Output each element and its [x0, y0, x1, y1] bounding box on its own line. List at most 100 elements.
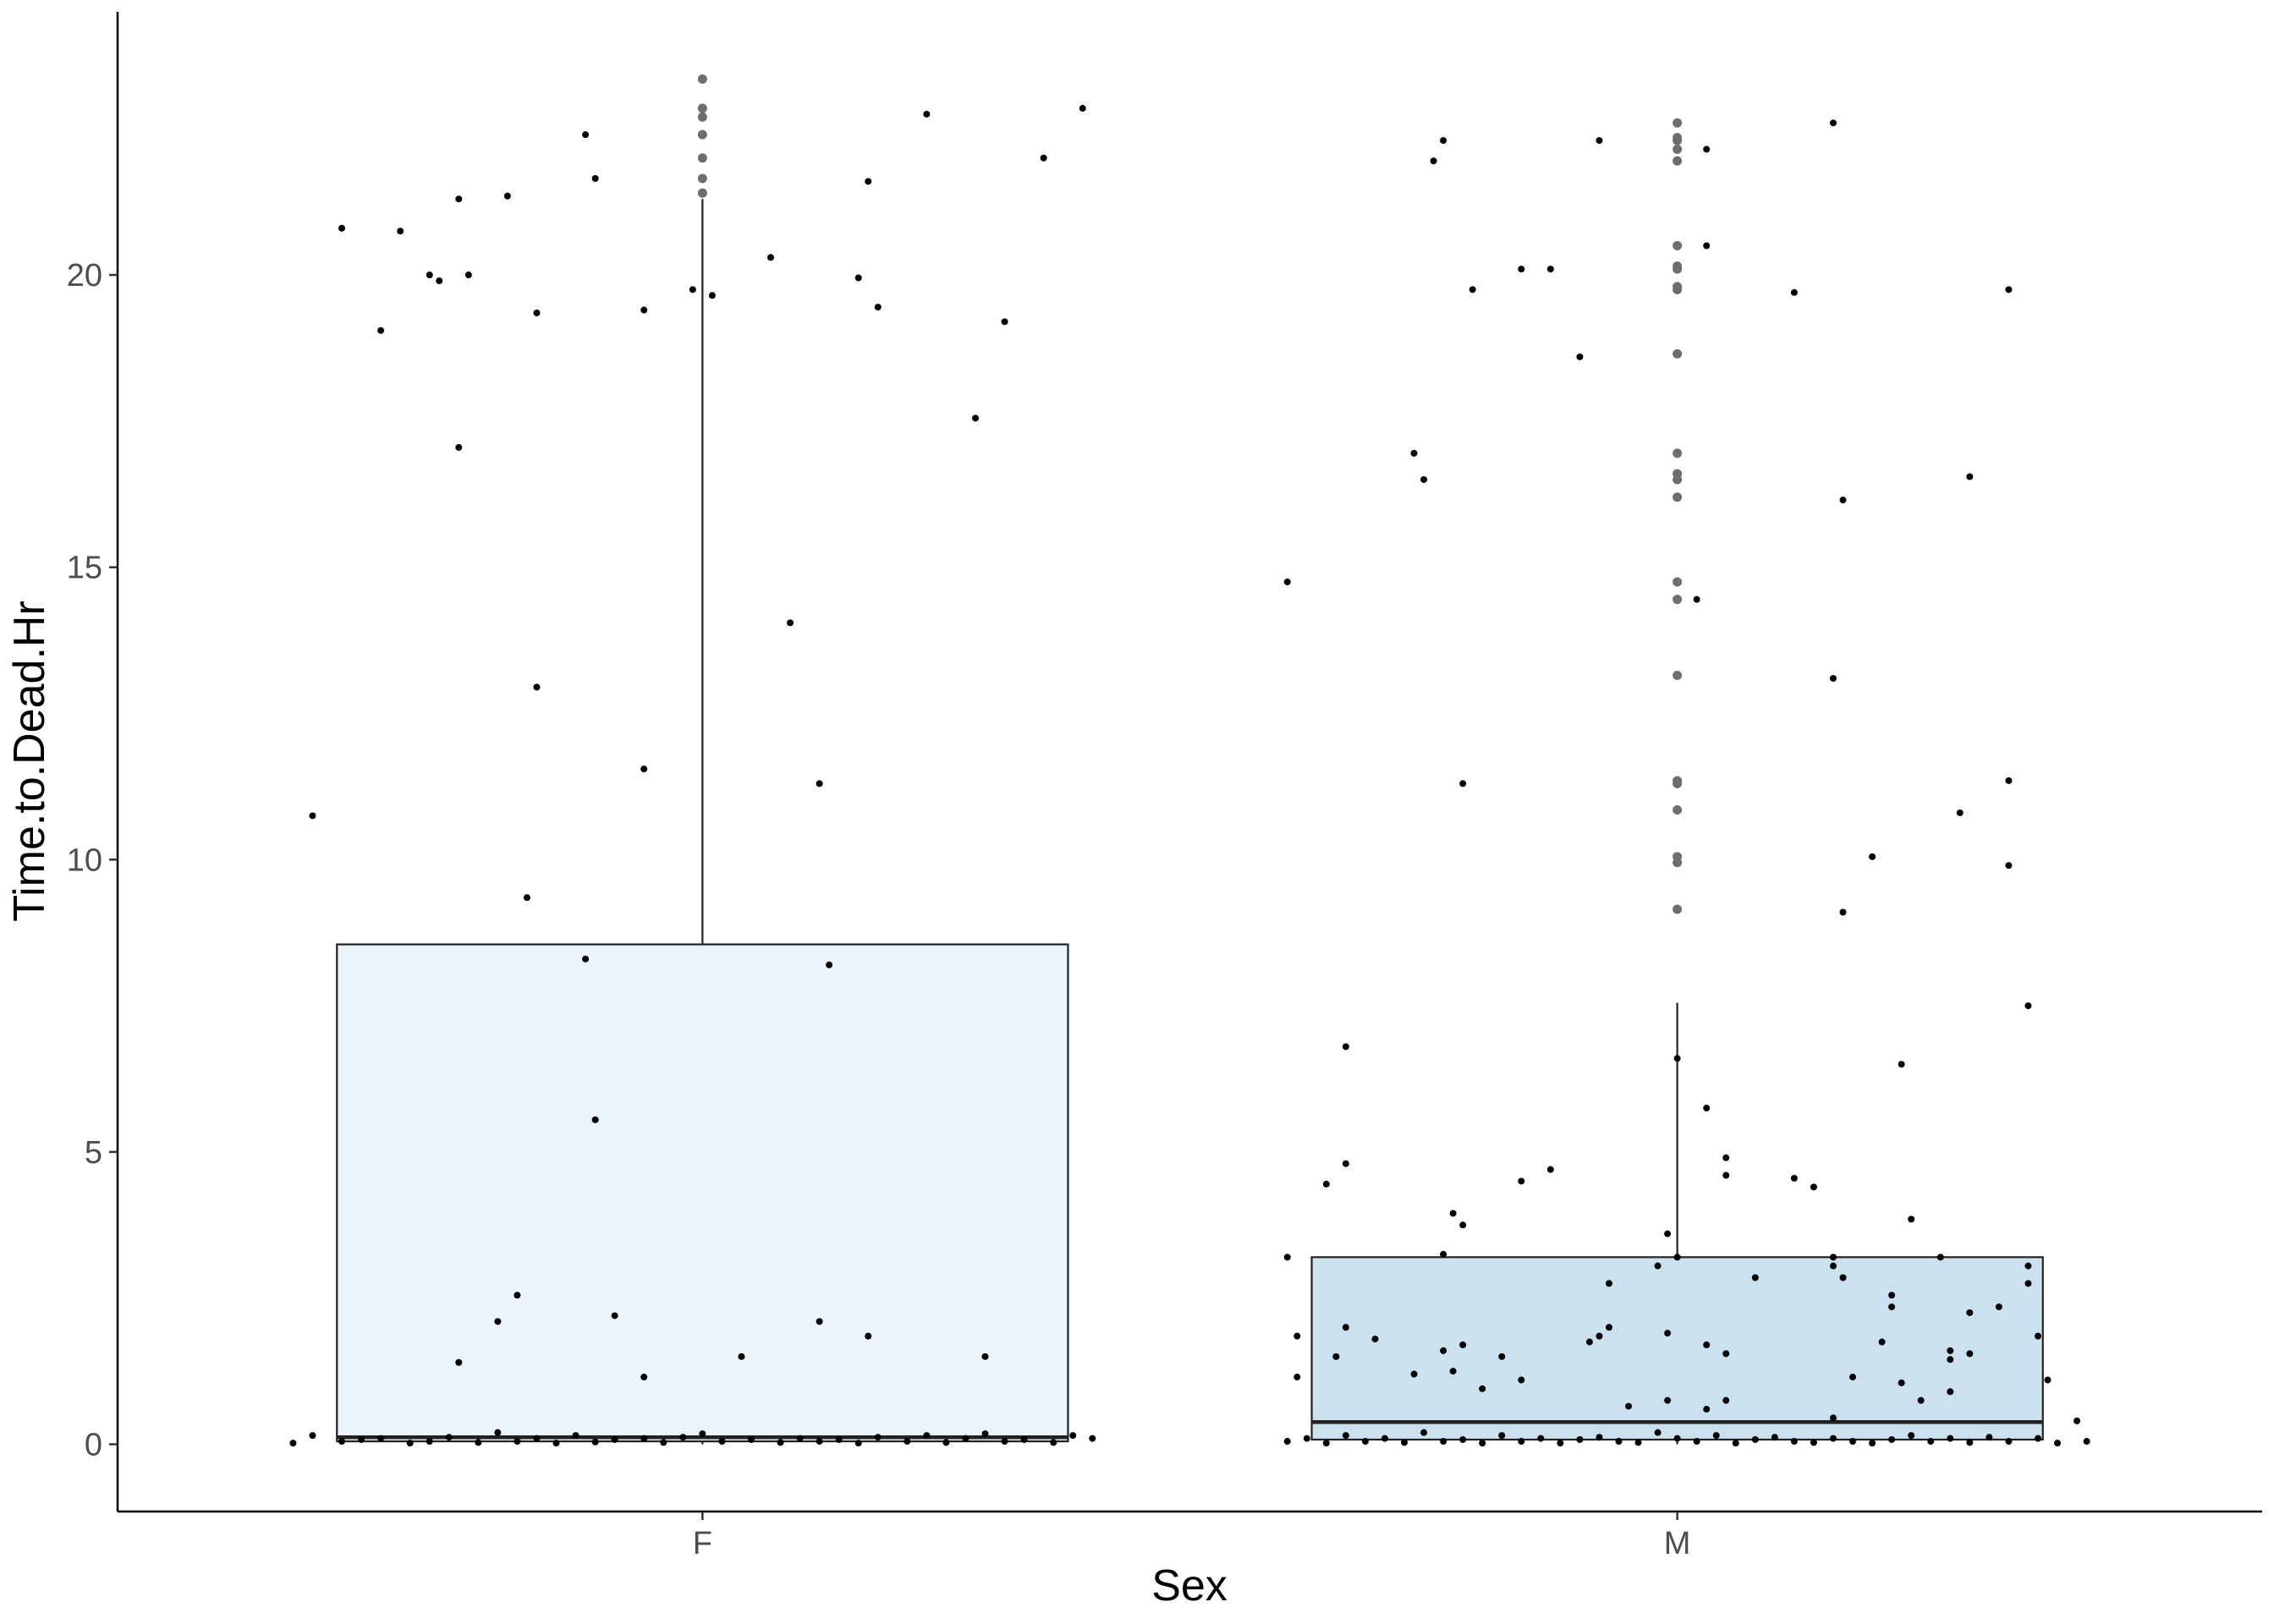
- data-point: [1546, 1166, 1554, 1173]
- data-point: [1420, 1429, 1428, 1436]
- outlier-point: [1673, 805, 1683, 815]
- data-point: [865, 1332, 872, 1340]
- x-tick-label: F: [693, 1526, 712, 1561]
- data-point: [1966, 1439, 1974, 1446]
- data-point: [1585, 1338, 1593, 1346]
- data-point: [1908, 1432, 1915, 1440]
- outlier-point: [1673, 348, 1683, 359]
- outlier-point: [1673, 671, 1683, 681]
- data-point: [1849, 1438, 1857, 1446]
- data-point: [816, 780, 823, 787]
- data-point: [1703, 242, 1711, 250]
- x-tick-label: M: [1664, 1526, 1691, 1561]
- data-point: [1888, 1435, 1896, 1443]
- y-tick-label: 20: [67, 258, 102, 294]
- data-point: [1722, 1154, 1730, 1161]
- outlier-point: [1673, 448, 1683, 458]
- data-point: [1693, 595, 1700, 603]
- data-point: [1936, 1254, 1944, 1261]
- data-point: [377, 326, 385, 334]
- data-point: [1371, 1336, 1379, 1343]
- data-point: [1703, 1105, 1711, 1112]
- data-point: [1596, 1332, 1603, 1340]
- data-point: [1712, 1432, 1720, 1440]
- data-point: [1342, 1160, 1349, 1167]
- outlier-point: [697, 112, 707, 122]
- data-point: [309, 1432, 316, 1440]
- data-point: [514, 1438, 521, 1446]
- data-point: [1410, 449, 1418, 457]
- data-point: [1830, 1435, 1837, 1442]
- data-point: [1790, 1438, 1798, 1446]
- data-point: [1927, 1438, 1935, 1446]
- data-point: [455, 195, 463, 203]
- data-point: [2054, 1440, 2062, 1447]
- data-point: [1908, 1215, 1915, 1223]
- data-point: [1947, 1435, 1954, 1442]
- data-point: [1625, 1402, 1633, 1410]
- data-point: [1069, 1432, 1077, 1440]
- data-point: [1440, 1347, 1447, 1354]
- data-point: [406, 1440, 414, 1447]
- data-point: [1947, 1388, 1954, 1396]
- data-point: [582, 131, 590, 139]
- data-point: [611, 1312, 618, 1320]
- outlier-point: [1673, 469, 1683, 479]
- data-point: [1751, 1274, 1759, 1281]
- data-point: [1664, 1396, 1672, 1404]
- data-point: [1898, 1379, 1905, 1386]
- data-point: [2005, 862, 2013, 870]
- data-point: [1605, 1280, 1612, 1287]
- data-point: [523, 894, 530, 902]
- data-point: [1790, 1175, 1798, 1182]
- box-iqr: [1310, 1256, 2044, 1441]
- data-point: [1605, 1324, 1612, 1331]
- data-point: [1693, 1438, 1700, 1446]
- data-point: [1440, 1250, 1447, 1258]
- data-point: [1079, 105, 1086, 112]
- data-point: [660, 1439, 667, 1446]
- data-point: [1898, 1061, 1905, 1068]
- data-point: [494, 1318, 502, 1325]
- data-point: [1732, 1440, 1739, 1447]
- data-point: [2074, 1417, 2081, 1424]
- data-point: [572, 1432, 579, 1440]
- data-point: [426, 1438, 433, 1446]
- data-point: [1839, 908, 1847, 916]
- data-point: [2024, 1262, 2032, 1270]
- data-point: [1459, 780, 1467, 787]
- data-point: [289, 1440, 297, 1447]
- data-point: [777, 1439, 784, 1446]
- data-point: [2083, 1438, 2090, 1446]
- data-point: [445, 1434, 453, 1441]
- data-point: [582, 955, 590, 963]
- data-point: [1830, 1262, 1837, 1270]
- data-point: [1869, 1440, 1876, 1447]
- data-point: [738, 1352, 745, 1360]
- data-point: [1420, 475, 1428, 483]
- data-point: [591, 1438, 599, 1446]
- data-point: [533, 683, 541, 691]
- data-point: [1596, 137, 1603, 145]
- data-point: [1001, 1438, 1008, 1446]
- data-point: [854, 1440, 862, 1447]
- data-point: [1294, 1332, 1301, 1340]
- data-point: [2024, 1002, 2032, 1010]
- data-point: [1703, 145, 1711, 153]
- outlier-point: [697, 103, 707, 113]
- data-point: [699, 1430, 706, 1438]
- data-point: [1518, 266, 1525, 273]
- box-iqr: [336, 943, 1069, 1443]
- outlier-point: [697, 129, 707, 140]
- data-point: [1703, 1406, 1711, 1413]
- outlier-point: [1673, 595, 1683, 605]
- data-point: [475, 1439, 482, 1446]
- data-point: [865, 178, 872, 185]
- data-point: [640, 306, 648, 314]
- outlier-point: [1673, 261, 1683, 272]
- outlier-point: [1673, 282, 1683, 292]
- data-point: [494, 1429, 502, 1436]
- data-point: [591, 175, 599, 182]
- data-point: [1771, 1434, 1778, 1441]
